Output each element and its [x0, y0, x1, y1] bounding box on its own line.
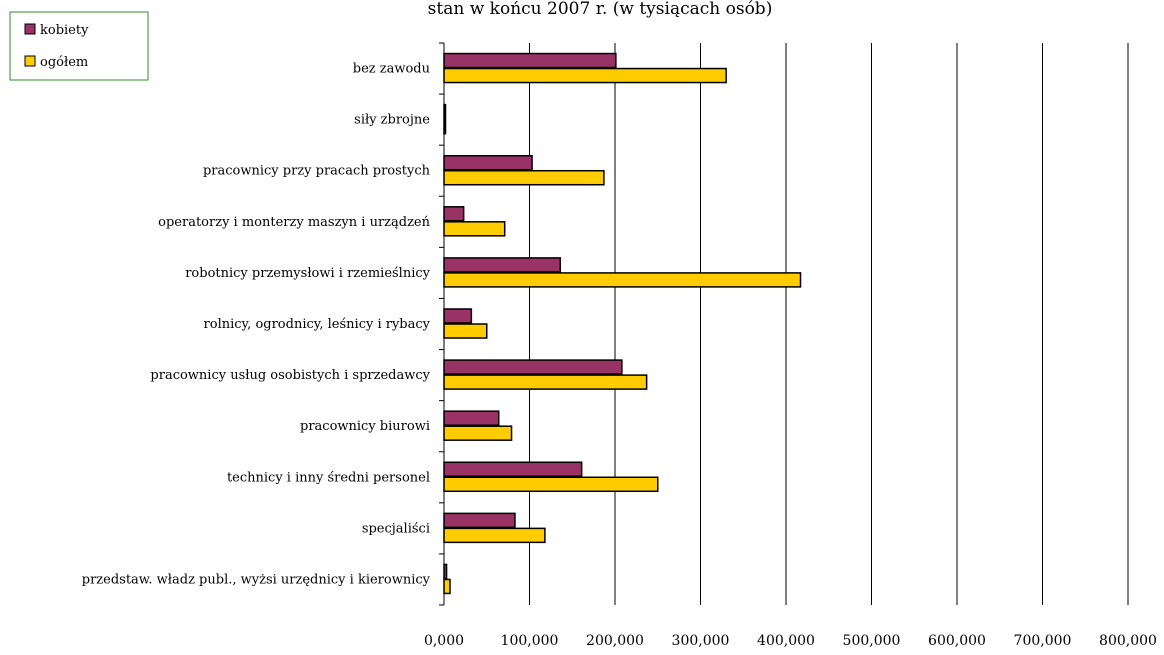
bar-kobiety-5 [443, 308, 473, 324]
category-labels: bez zawodu siły zbrojne pracownicy przy pr… [82, 62, 431, 588]
x-tick-label: 100,000 [501, 633, 559, 649]
bar-ogółem-10 [443, 578, 451, 595]
legend-label-ogółem: ogółem [40, 55, 88, 70]
category-label: bez zawodu [353, 62, 430, 77]
category-label: specjaliści [362, 521, 430, 536]
legend-swatch-ogółem [24, 55, 36, 67]
bar-ogółem-0 [443, 67, 727, 84]
category-label: pracownicy usług osobistych i sprzedawcy [150, 368, 430, 383]
bar-ogółem-4 [443, 272, 802, 288]
category-label: siły zbrojne [354, 113, 430, 128]
bar-kobiety-8 [443, 461, 583, 478]
bar-ogółem-6 [443, 374, 648, 390]
bar-ogółem-9 [443, 527, 546, 544]
x-tick-label: 0,000 [424, 633, 464, 649]
category-label: pracownicy biurowi [300, 419, 430, 434]
bar-ogółem-3 [443, 221, 506, 237]
bar-kobiety-2 [443, 154, 533, 171]
x-tick-label: 500,000 [843, 633, 901, 649]
x-tick-label: 700,000 [1014, 633, 1072, 649]
legend-box [9, 11, 149, 81]
legend-label-kobiety: kobiety [40, 23, 89, 38]
bar-ogółem-5 [443, 323, 488, 339]
legend: kobiety ogółem [9, 11, 149, 81]
chart-title: stan w końcu 2007 r. (w tysiącach osób) [428, 0, 773, 19]
x-tick-label: 400,000 [757, 633, 815, 649]
category-label: rolnicy, ogrodnicy, leśnicy i rybacy [204, 317, 431, 332]
bar-kobiety-7 [443, 410, 500, 426]
bar-kobiety-4 [443, 257, 562, 273]
category-label: robotnicy przemysłowi i rzemieślnicy [185, 266, 430, 281]
gridlines [529, 43, 1129, 605]
bar-kobiety-0 [443, 52, 617, 69]
category-label: technicy i inny średni personel [227, 470, 430, 485]
bar-ogółem-7 [443, 425, 513, 441]
bar-ogółem-2 [443, 169, 605, 186]
bar-kobiety-6 [443, 359, 623, 375]
bars [443, 52, 802, 595]
x-tick-label: 300,000 [672, 633, 730, 649]
legend-swatch-kobiety [24, 23, 36, 35]
bar-kobiety-3 [443, 206, 465, 222]
bar-ogółem-8 [443, 476, 659, 493]
bar-kobiety-9 [443, 512, 516, 529]
x-tick-label: 200,000 [586, 633, 644, 649]
x-tick-label: 600,000 [928, 633, 986, 649]
category-label: operatorzy i monterzy maszyn i urządzeń [158, 215, 430, 230]
x-tick-label: 800,000 [1099, 633, 1157, 649]
tick-labels: 0,000 100,000 200,000 300,000 400,000 500,000… [424, 633, 1157, 649]
category-label: przedstaw. władz publ., wyżsi urzędnicy … [82, 572, 431, 587]
axes [439, 42, 445, 606]
category-label: pracownicy przy pracach prostych [203, 164, 431, 179]
